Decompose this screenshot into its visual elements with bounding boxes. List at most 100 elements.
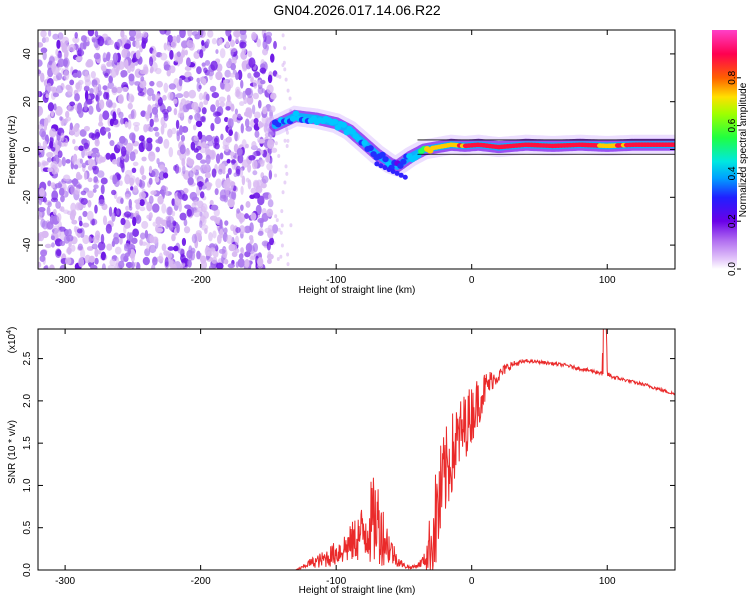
noise-blob [231,159,237,164]
noise-blob [61,156,66,167]
noise-blob [129,132,136,141]
noise-blob [87,199,92,208]
noise-blob [231,190,237,201]
noise-blob [156,80,163,88]
noise-blob [94,204,98,214]
noise-blob [211,168,217,178]
noise-blob [47,114,51,123]
noise-blob [215,178,222,189]
noise-blob [38,69,42,75]
noise-blob [224,82,232,92]
noise-blob [201,62,206,67]
y-tick-label: -40 [22,237,33,252]
noise-blob [38,106,44,116]
noise-blob [79,129,87,137]
noise-blob [233,172,238,178]
y-tick-label: 2.0 [22,393,33,407]
noise-blob [105,53,111,62]
noise-blob [283,180,287,185]
noise-blob [38,161,41,168]
noise-blob [93,84,98,94]
noise-blob [46,156,52,163]
noise-blob [237,258,245,268]
noise-blob [42,140,48,150]
noise-blob [132,228,140,237]
noise-blob [186,208,192,217]
noise-blob [100,251,106,261]
noise-blob [166,69,171,77]
noise-blob [49,128,57,138]
noise-blob [76,70,82,79]
noise-blob [199,159,207,164]
noise-blob [130,109,135,119]
noise-blob [257,230,264,236]
noise-blob [212,111,221,118]
noise-blob [91,218,95,226]
noise-blob [193,135,199,141]
noise-blob [96,151,100,158]
noise-blob [50,109,55,117]
noise-blob [265,31,273,38]
noise-blob [38,59,43,67]
noise-blob [107,131,112,139]
noise-blob [129,151,136,162]
noise-blob [60,132,65,142]
noise-blob [166,44,172,52]
noise-blob [152,221,157,227]
noise-blob [266,241,271,251]
y-tick-label: 0.0 [22,563,33,577]
noise-blob [159,164,166,172]
noise-blob [198,92,204,101]
spectrogram-x-ticks: -300 -200 -100 0 100 [55,30,616,286]
noise-blob [132,161,139,167]
signal-blob [394,170,400,176]
noise-blob [217,168,223,175]
noise-blob [59,116,63,121]
noise-blob [106,61,112,67]
x-tick-label: 0 [469,275,475,286]
noise-blob [271,224,279,234]
noise-blob [54,182,63,189]
noise-blob [240,204,244,211]
noise-blob [112,52,119,63]
noise-blob [47,167,54,173]
noise-blob [91,165,97,171]
noise-blob [187,259,192,268]
noise-blob [200,203,208,213]
noise-blob [93,176,99,183]
noise-blob [204,60,211,66]
noise-blob [173,108,178,116]
noise-blob [74,93,80,102]
noise-blob [206,69,215,77]
noise-blob [52,92,59,98]
signal-blob [390,168,396,174]
colorbar-gradient [712,30,737,269]
noise-blob [186,39,194,48]
noise-blob [285,144,289,149]
noise-blob [72,36,80,44]
noise-blob [68,43,76,53]
noise-blob [231,251,238,258]
signal-blob [382,156,389,163]
noise-blob [260,149,264,155]
signal-blob [378,163,384,169]
noise-blob [154,176,160,183]
noise-blob [38,211,43,218]
noise-blob [157,136,163,145]
noise-blob [57,150,63,159]
noise-blob [39,187,45,197]
noise-blob [148,177,153,185]
noise-blob [84,90,89,101]
noise-blob [187,30,193,38]
noise-blob [83,125,90,132]
noise-blob [88,236,92,244]
noise-blob [257,139,266,144]
noise-blob [149,234,155,244]
noise-blob [251,141,257,149]
noise-blob [186,157,192,165]
noise-blob [177,248,185,254]
noise-blob [106,243,113,251]
noise-blob [131,167,137,174]
noise-blob [230,63,236,71]
y-tick-label: -20 [22,190,33,205]
